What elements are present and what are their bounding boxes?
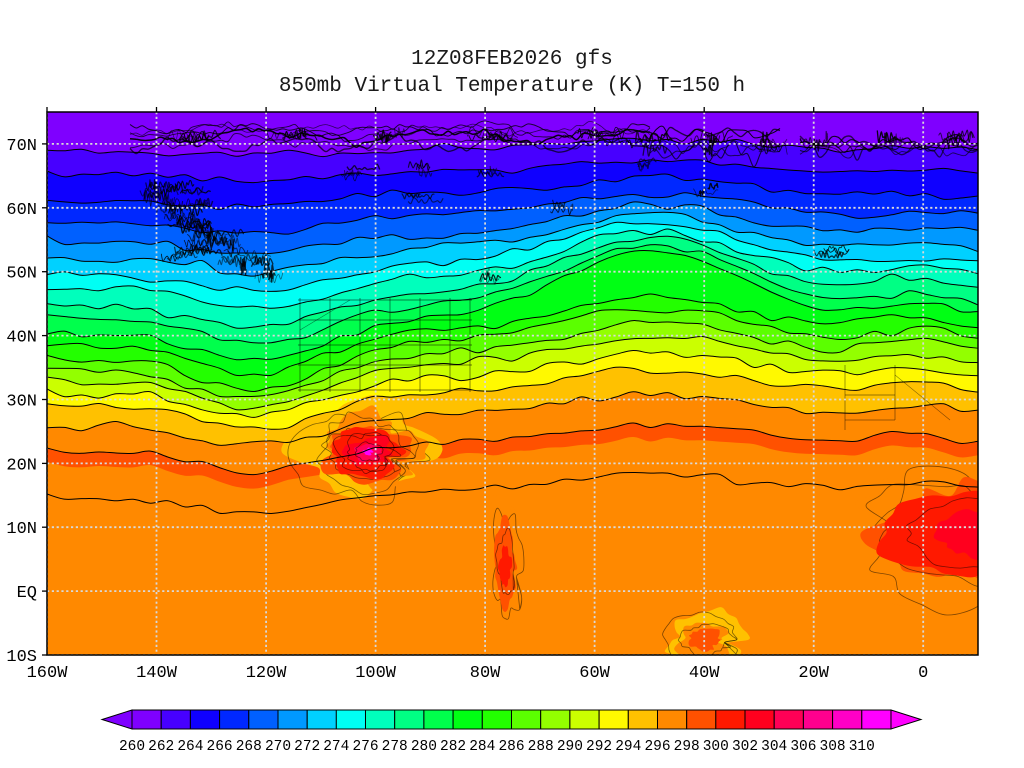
svg-text:260: 260 xyxy=(119,739,145,755)
svg-text:292: 292 xyxy=(586,739,612,755)
svg-text:262: 262 xyxy=(148,739,174,755)
svg-text:0: 0 xyxy=(918,664,928,683)
svg-text:40W: 40W xyxy=(689,664,720,683)
svg-text:290: 290 xyxy=(557,739,583,755)
svg-text:70N: 70N xyxy=(6,137,37,156)
svg-text:284: 284 xyxy=(469,739,495,755)
svg-text:310: 310 xyxy=(849,739,875,755)
svg-text:140W: 140W xyxy=(136,664,178,683)
svg-text:120W: 120W xyxy=(246,664,288,683)
svg-text:60N: 60N xyxy=(6,201,37,220)
svg-text:288: 288 xyxy=(528,739,554,755)
svg-text:294: 294 xyxy=(615,739,641,755)
svg-text:304: 304 xyxy=(761,739,787,755)
svg-text:272: 272 xyxy=(294,739,320,755)
svg-text:EQ: EQ xyxy=(17,584,37,603)
svg-text:300: 300 xyxy=(703,739,729,755)
svg-text:278: 278 xyxy=(382,739,408,755)
svg-text:60W: 60W xyxy=(579,664,610,683)
svg-text:10S: 10S xyxy=(6,648,37,667)
svg-text:302: 302 xyxy=(732,739,758,755)
svg-text:264: 264 xyxy=(177,739,203,755)
svg-text:100W: 100W xyxy=(355,664,397,683)
svg-text:286: 286 xyxy=(498,739,524,755)
svg-text:308: 308 xyxy=(820,739,846,755)
svg-text:20W: 20W xyxy=(798,664,829,683)
svg-text:10N: 10N xyxy=(6,520,37,539)
svg-text:268: 268 xyxy=(236,739,262,755)
svg-text:274: 274 xyxy=(323,739,349,755)
svg-text:298: 298 xyxy=(674,739,700,755)
svg-text:20N: 20N xyxy=(6,456,37,475)
svg-text:40N: 40N xyxy=(6,329,37,348)
svg-text:270: 270 xyxy=(265,739,291,755)
svg-text:266: 266 xyxy=(207,739,233,755)
svg-text:282: 282 xyxy=(440,739,466,755)
svg-text:30N: 30N xyxy=(6,393,37,412)
svg-text:296: 296 xyxy=(644,739,670,755)
svg-text:50N: 50N xyxy=(6,265,37,284)
svg-text:276: 276 xyxy=(352,739,378,755)
svg-text:306: 306 xyxy=(790,739,816,755)
svg-text:80W: 80W xyxy=(470,664,501,683)
svg-text:280: 280 xyxy=(411,739,437,755)
